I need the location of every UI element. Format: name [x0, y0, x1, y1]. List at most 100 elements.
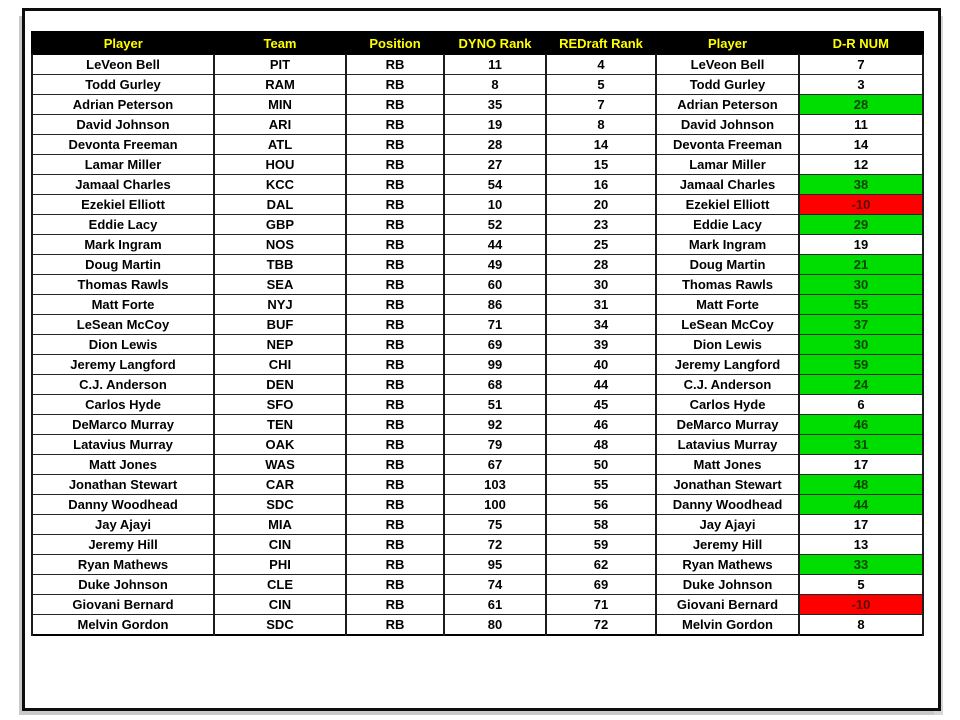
column-header-player-2: Player [655, 31, 800, 55]
table-row: Devonta Freeman ATL RB 28 14 Devonta Freeman 1… [31, 134, 924, 155]
cell-player-2: Lamar Miller [655, 154, 800, 175]
cell-dr-num: 29 [798, 214, 924, 235]
cell-position: RB [345, 314, 445, 335]
cell-dr-num: 31 [798, 434, 924, 455]
cell-position: RB [345, 54, 445, 75]
cell-position: RB [345, 234, 445, 255]
cell-dyno-rank: 54 [443, 174, 547, 195]
cell-player: Thomas Rawls [31, 274, 215, 295]
cell-position: RB [345, 114, 445, 135]
cell-dyno-rank: 61 [443, 594, 547, 615]
cell-team: RAM [213, 74, 347, 95]
cell-dr-num: 3 [798, 74, 924, 95]
cell-team: TBB [213, 254, 347, 275]
cell-dr-num: 37 [798, 314, 924, 335]
cell-dr-num: 8 [798, 614, 924, 636]
cell-team: PIT [213, 54, 347, 75]
cell-player: Jeremy Hill [31, 534, 215, 555]
cell-team: CIN [213, 534, 347, 555]
table-row: Matt Jones WAS RB 67 50 Matt Jones 17 [31, 454, 924, 475]
cell-position: RB [345, 494, 445, 515]
table-row: Carlos Hyde SFO RB 51 45 Carlos Hyde 6 [31, 394, 924, 415]
table-row: Latavius Murray OAK RB 79 48 Latavius Murray 3… [31, 434, 924, 455]
table-row: Dion Lewis NEP RB 69 39 Dion Lewis 30 [31, 334, 924, 355]
cell-team: ATL [213, 134, 347, 155]
table-row: Duke Johnson CLE RB 74 69 Duke Johnson 5 [31, 574, 924, 595]
cell-redraft-rank: 23 [545, 214, 657, 235]
cell-team: CLE [213, 574, 347, 595]
column-header-position: Position [345, 31, 445, 55]
cell-position: RB [345, 214, 445, 235]
cell-player-2: Matt Jones [655, 454, 800, 475]
cell-player: LeSean McCoy [31, 314, 215, 335]
cell-position: RB [345, 534, 445, 555]
cell-position: RB [345, 574, 445, 595]
cell-player-2: LeVeon Bell [655, 54, 800, 75]
cell-team: MIN [213, 94, 347, 115]
cell-player-2: Jonathan Stewart [655, 474, 800, 495]
cell-player-2: Carlos Hyde [655, 394, 800, 415]
cell-dr-num: 14 [798, 134, 924, 155]
cell-dyno-rank: 103 [443, 474, 547, 495]
cell-redraft-rank: 40 [545, 354, 657, 375]
cell-redraft-rank: 72 [545, 614, 657, 636]
table-row: Jamaal Charles KCC RB 54 16 Jamaal Charles 38 [31, 174, 924, 195]
table-row: Thomas Rawls SEA RB 60 30 Thomas Rawls 30 [31, 274, 924, 295]
cell-redraft-rank: 39 [545, 334, 657, 355]
cell-player: Adrian Peterson [31, 94, 215, 115]
cell-redraft-rank: 5 [545, 74, 657, 95]
cell-redraft-rank: 4 [545, 54, 657, 75]
cell-redraft-rank: 71 [545, 594, 657, 615]
cell-dyno-rank: 67 [443, 454, 547, 475]
cell-team: DAL [213, 194, 347, 215]
cell-dr-num: 21 [798, 254, 924, 275]
column-header-dr-num: D-R NUM [798, 31, 924, 55]
cell-player: DeMarco Murray [31, 414, 215, 435]
cell-dyno-rank: 52 [443, 214, 547, 235]
table-row: Eddie Lacy GBP RB 52 23 Eddie Lacy 29 [31, 214, 924, 235]
cell-dyno-rank: 79 [443, 434, 547, 455]
cell-player-2: Ryan Mathews [655, 554, 800, 575]
table-row: DeMarco Murray TEN RB 92 46 DeMarco Murray 46 [31, 414, 924, 435]
cell-dr-num: 30 [798, 274, 924, 295]
cell-player: Ryan Mathews [31, 554, 215, 575]
table-row: Jonathan Stewart CAR RB 103 55 Jonathan Stewa… [31, 474, 924, 495]
cell-player-2: Melvin Gordon [655, 614, 800, 636]
cell-dr-num: 30 [798, 334, 924, 355]
cell-redraft-rank: 55 [545, 474, 657, 495]
cell-dyno-rank: 69 [443, 334, 547, 355]
cell-position: RB [345, 594, 445, 615]
cell-player-2: Dion Lewis [655, 334, 800, 355]
cell-dyno-rank: 92 [443, 414, 547, 435]
header-row: Player Team Position DYNO Rank REDraft R… [31, 31, 924, 55]
table-row: Mark Ingram NOS RB 44 25 Mark Ingram 19 [31, 234, 924, 255]
cell-dr-num: -10 [798, 194, 924, 215]
cell-team: GBP [213, 214, 347, 235]
table-row: Jeremy Hill CIN RB 72 59 Jeremy Hill 13 [31, 534, 924, 555]
cell-redraft-rank: 44 [545, 374, 657, 395]
cell-player: David Johnson [31, 114, 215, 135]
cell-position: RB [345, 254, 445, 275]
cell-team: WAS [213, 454, 347, 475]
cell-position: RB [345, 554, 445, 575]
rankings-table: Player Team Position DYNO Rank REDraft R… [31, 31, 924, 636]
cell-team: PHI [213, 554, 347, 575]
cell-player: Latavius Murray [31, 434, 215, 455]
cell-player-2: C.J. Anderson [655, 374, 800, 395]
cell-dr-num: 59 [798, 354, 924, 375]
cell-position: RB [345, 434, 445, 455]
cell-redraft-rank: 15 [545, 154, 657, 175]
cell-player-2: Jay Ajayi [655, 514, 800, 535]
cell-redraft-rank: 25 [545, 234, 657, 255]
cell-redraft-rank: 30 [545, 274, 657, 295]
cell-player: Duke Johnson [31, 574, 215, 595]
cell-team: CHI [213, 354, 347, 375]
cell-position: RB [345, 514, 445, 535]
cell-dr-num: 11 [798, 114, 924, 135]
cell-player-2: Matt Forte [655, 294, 800, 315]
cell-dyno-rank: 51 [443, 394, 547, 415]
cell-dyno-rank: 35 [443, 94, 547, 115]
cell-redraft-rank: 28 [545, 254, 657, 275]
cell-player: Lamar Miller [31, 154, 215, 175]
table-row: LeSean McCoy BUF RB 71 34 LeSean McCoy 37 [31, 314, 924, 335]
